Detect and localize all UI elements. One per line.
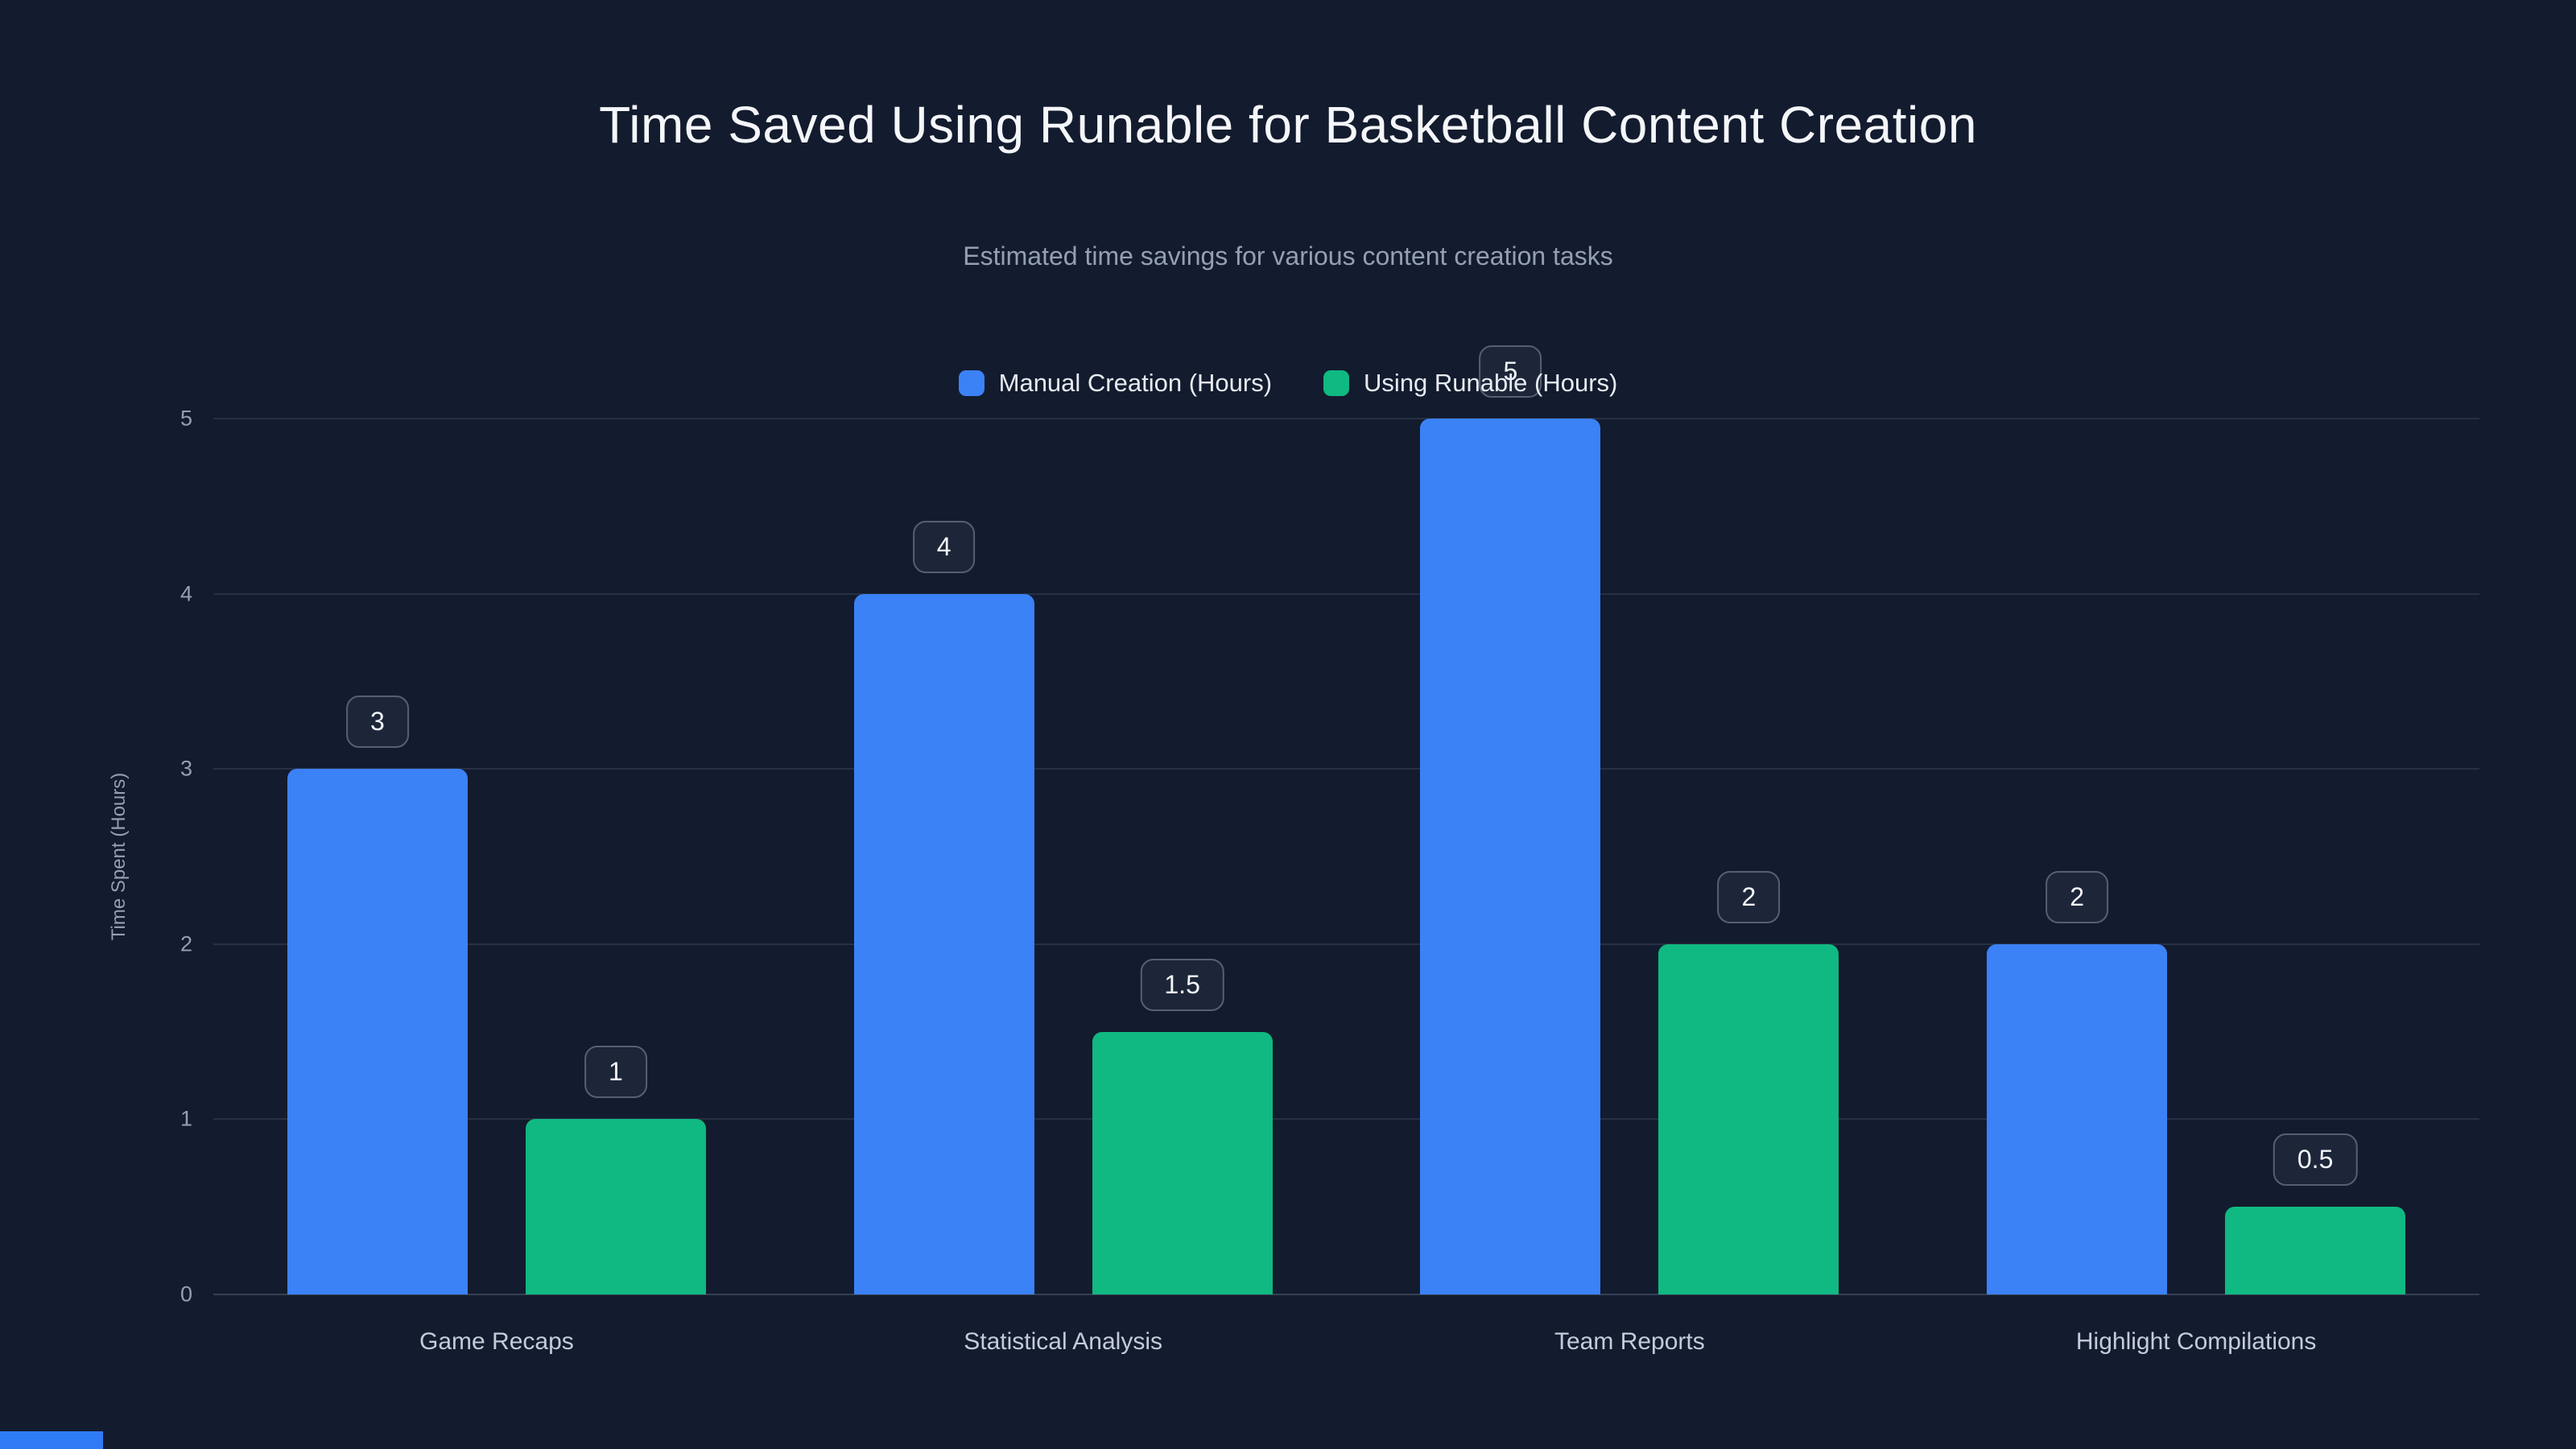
y-tick-label: 5 — [180, 406, 192, 431]
legend-label: Using Runable (Hours) — [1364, 369, 1618, 397]
gridline-y-5 — [213, 418, 2479, 419]
chart-title: Time Saved Using Runable for Basketball … — [599, 96, 1977, 154]
bar-runable-2[interactable] — [1658, 943, 1839, 1294]
y-axis-title: Time Spent (Hours) — [108, 772, 130, 941]
legend-item-manual[interactable]: Manual Creation (Hours) — [958, 369, 1273, 398]
y-tick-label: 4 — [180, 581, 192, 606]
bar-runable-3[interactable] — [2225, 1207, 2406, 1294]
value-label: 2 — [2046, 870, 2109, 923]
value-label: 3 — [345, 696, 409, 749]
value-label: 1 — [584, 1046, 647, 1099]
bottom-left-accent — [0, 1431, 103, 1449]
legend-swatch-icon — [1323, 370, 1350, 396]
plot-area: 0 1 2 3 4 5 3 1 Game Recaps 4 1.5 Statistical Analy… — [180, 345, 2479, 1355]
y-tick-label: 1 — [180, 1106, 192, 1131]
legend: Manual Creation (Hours) Using Runable (Ho… — [0, 369, 2576, 398]
value-label: 5 — [1479, 345, 1542, 398]
category-label-2: Team Reports — [1554, 1328, 1705, 1355]
chart-subtitle: Estimated time savings for various conte… — [963, 242, 1613, 270]
bar-manual-2[interactable] — [1420, 419, 1601, 1294]
category-label-0: Game Recaps — [419, 1328, 574, 1355]
gridline-y-1 — [213, 1118, 2479, 1121]
y-tick-label: 2 — [180, 931, 192, 956]
bar-runable-1[interactable] — [1092, 1031, 1273, 1294]
gridline-y-0 — [213, 1294, 2479, 1295]
legend-item-runable[interactable]: Using Runable (Hours) — [1323, 369, 1617, 398]
gridline-y-4 — [213, 592, 2479, 595]
legend-label: Manual Creation (Hours) — [998, 369, 1273, 397]
value-label: 4 — [912, 520, 976, 573]
value-label: 0.5 — [2273, 1133, 2358, 1187]
bar-manual-3[interactable] — [1987, 943, 2168, 1294]
gridline-y-2 — [213, 943, 2479, 945]
y-tick-label: 3 — [180, 756, 192, 781]
bar-manual-0[interactable] — [287, 769, 468, 1294]
value-label: 1.5 — [1140, 958, 1224, 1011]
bar-manual-1[interactable] — [853, 593, 1034, 1294]
category-label-1: Statistical Analysis — [964, 1328, 1163, 1355]
y-tick-label: 0 — [180, 1282, 192, 1307]
value-label: 2 — [1717, 870, 1781, 923]
bar-runable-0[interactable] — [525, 1119, 706, 1294]
legend-swatch-icon — [958, 370, 985, 396]
gridline-y-3 — [213, 768, 2479, 770]
category-label-3: Highlight Compilations — [2075, 1328, 2317, 1355]
